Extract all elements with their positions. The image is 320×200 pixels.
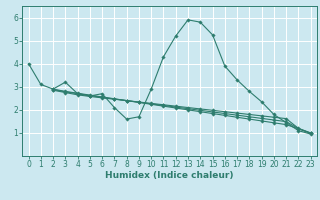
X-axis label: Humidex (Indice chaleur): Humidex (Indice chaleur): [105, 171, 234, 180]
